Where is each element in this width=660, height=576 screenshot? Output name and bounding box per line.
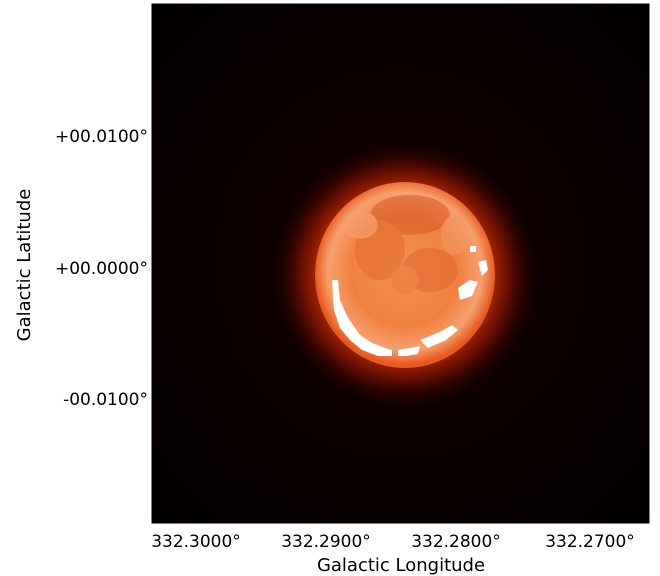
y-axis-label: Galactic Latitude xyxy=(14,189,35,342)
saturated-rim xyxy=(332,246,488,356)
x-axis-label: Galactic Longitude xyxy=(317,555,485,576)
y-tick-label-2: -00.0100° xyxy=(63,390,148,410)
image-area xyxy=(152,4,649,523)
x-tick-label-2: 332.2800° xyxy=(411,532,501,552)
x-tick-label-3: 332.2700° xyxy=(545,532,635,552)
y-tick-label-1: +00.0000° xyxy=(55,259,148,279)
x-tick-label-0: 332.3000° xyxy=(151,532,241,552)
x-tick-label-1: 332.2900° xyxy=(281,532,371,552)
y-tick-label-0: +00.0100° xyxy=(55,127,148,147)
plot-frame xyxy=(151,3,650,524)
axis-ticks xyxy=(152,4,649,523)
source-interior xyxy=(342,195,469,294)
